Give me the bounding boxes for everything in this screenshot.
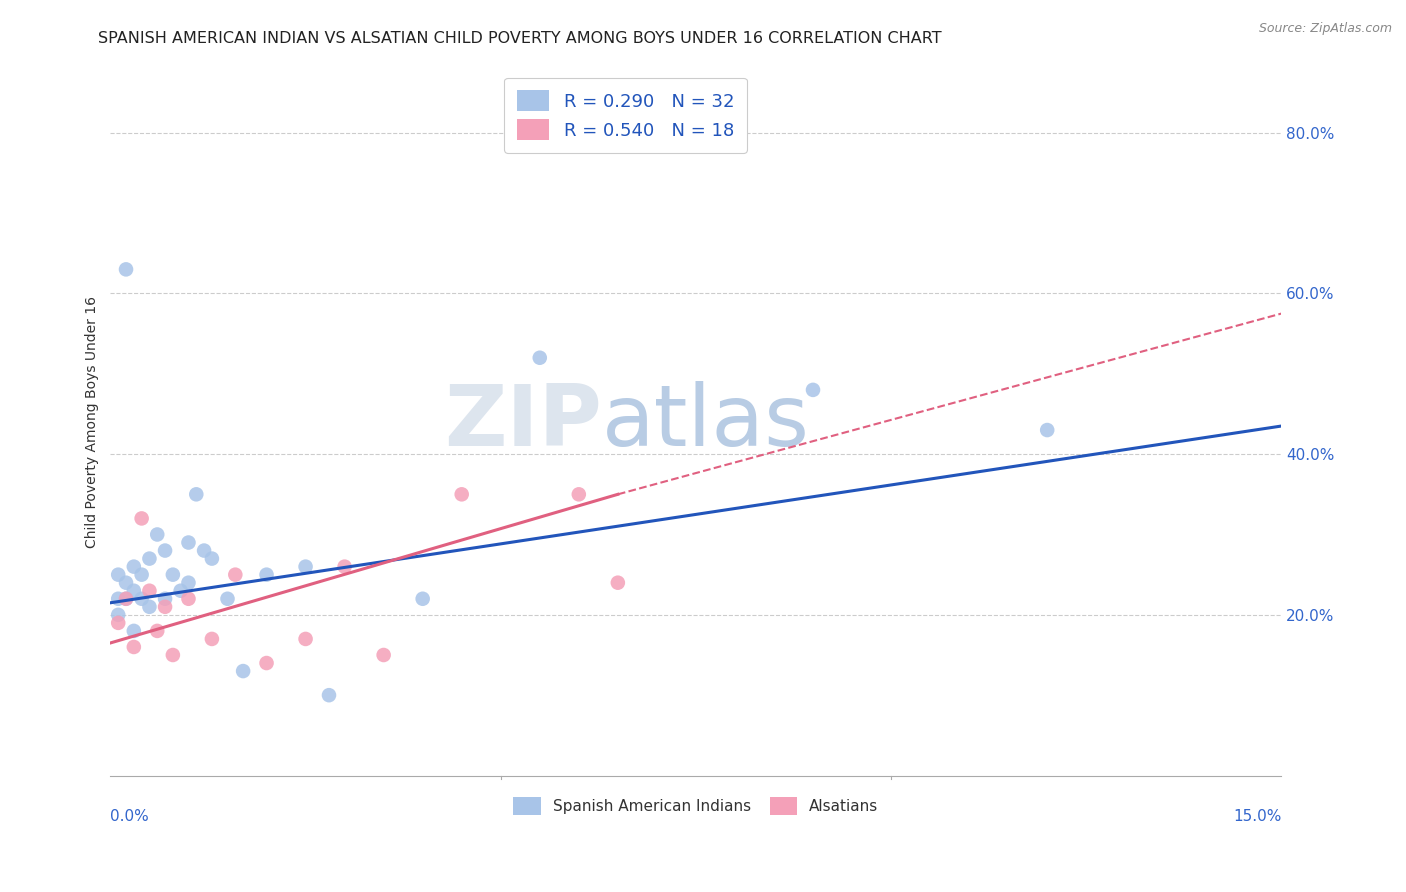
Point xyxy=(177,591,200,606)
Point xyxy=(1036,423,1059,437)
Point xyxy=(256,656,278,670)
Point xyxy=(115,591,138,606)
Y-axis label: Child Poverty Among Boys Under 16: Child Poverty Among Boys Under 16 xyxy=(86,296,100,548)
Point xyxy=(122,559,145,574)
Point xyxy=(294,559,316,574)
Legend: R = 0.290   N = 32, R = 0.540   N = 18: R = 0.290 N = 32, R = 0.540 N = 18 xyxy=(505,78,747,153)
Point xyxy=(122,624,145,638)
Point xyxy=(412,591,434,606)
Point xyxy=(115,575,138,590)
Point xyxy=(131,511,153,525)
Point xyxy=(146,527,169,541)
Point xyxy=(169,583,191,598)
Point xyxy=(224,567,246,582)
Point xyxy=(115,262,138,277)
Point xyxy=(177,575,200,590)
Point xyxy=(333,559,356,574)
Point xyxy=(801,383,824,397)
Point xyxy=(107,591,129,606)
Point xyxy=(318,688,340,702)
Point xyxy=(177,535,200,549)
Text: SPANISH AMERICAN INDIAN VS ALSATIAN CHILD POVERTY AMONG BOYS UNDER 16 CORRELATIO: SPANISH AMERICAN INDIAN VS ALSATIAN CHIL… xyxy=(98,31,942,46)
Text: atlas: atlas xyxy=(602,381,810,464)
Point xyxy=(232,664,254,678)
Point xyxy=(107,567,129,582)
Point xyxy=(153,599,176,614)
Point xyxy=(373,648,395,662)
Point xyxy=(107,607,129,622)
Text: Source: ZipAtlas.com: Source: ZipAtlas.com xyxy=(1258,22,1392,36)
Text: ZIP: ZIP xyxy=(444,381,602,464)
Point xyxy=(122,583,145,598)
Point xyxy=(193,543,215,558)
Point xyxy=(162,567,184,582)
Point xyxy=(115,591,138,606)
Point xyxy=(138,583,160,598)
Point xyxy=(153,591,176,606)
Point xyxy=(138,551,160,566)
Point xyxy=(186,487,208,501)
Point xyxy=(131,567,153,582)
Point xyxy=(450,487,472,501)
Point xyxy=(294,632,316,646)
Point xyxy=(122,640,145,654)
Point xyxy=(138,599,160,614)
Point xyxy=(606,575,628,590)
Point xyxy=(162,648,184,662)
Text: 15.0%: 15.0% xyxy=(1233,809,1281,824)
Point xyxy=(217,591,239,606)
Point xyxy=(201,551,224,566)
Point xyxy=(107,615,129,630)
Point xyxy=(153,543,176,558)
Point xyxy=(146,624,169,638)
Point xyxy=(131,591,153,606)
Point xyxy=(256,567,278,582)
Point xyxy=(568,487,591,501)
Point xyxy=(529,351,551,365)
Point xyxy=(201,632,224,646)
Text: 0.0%: 0.0% xyxy=(111,809,149,824)
